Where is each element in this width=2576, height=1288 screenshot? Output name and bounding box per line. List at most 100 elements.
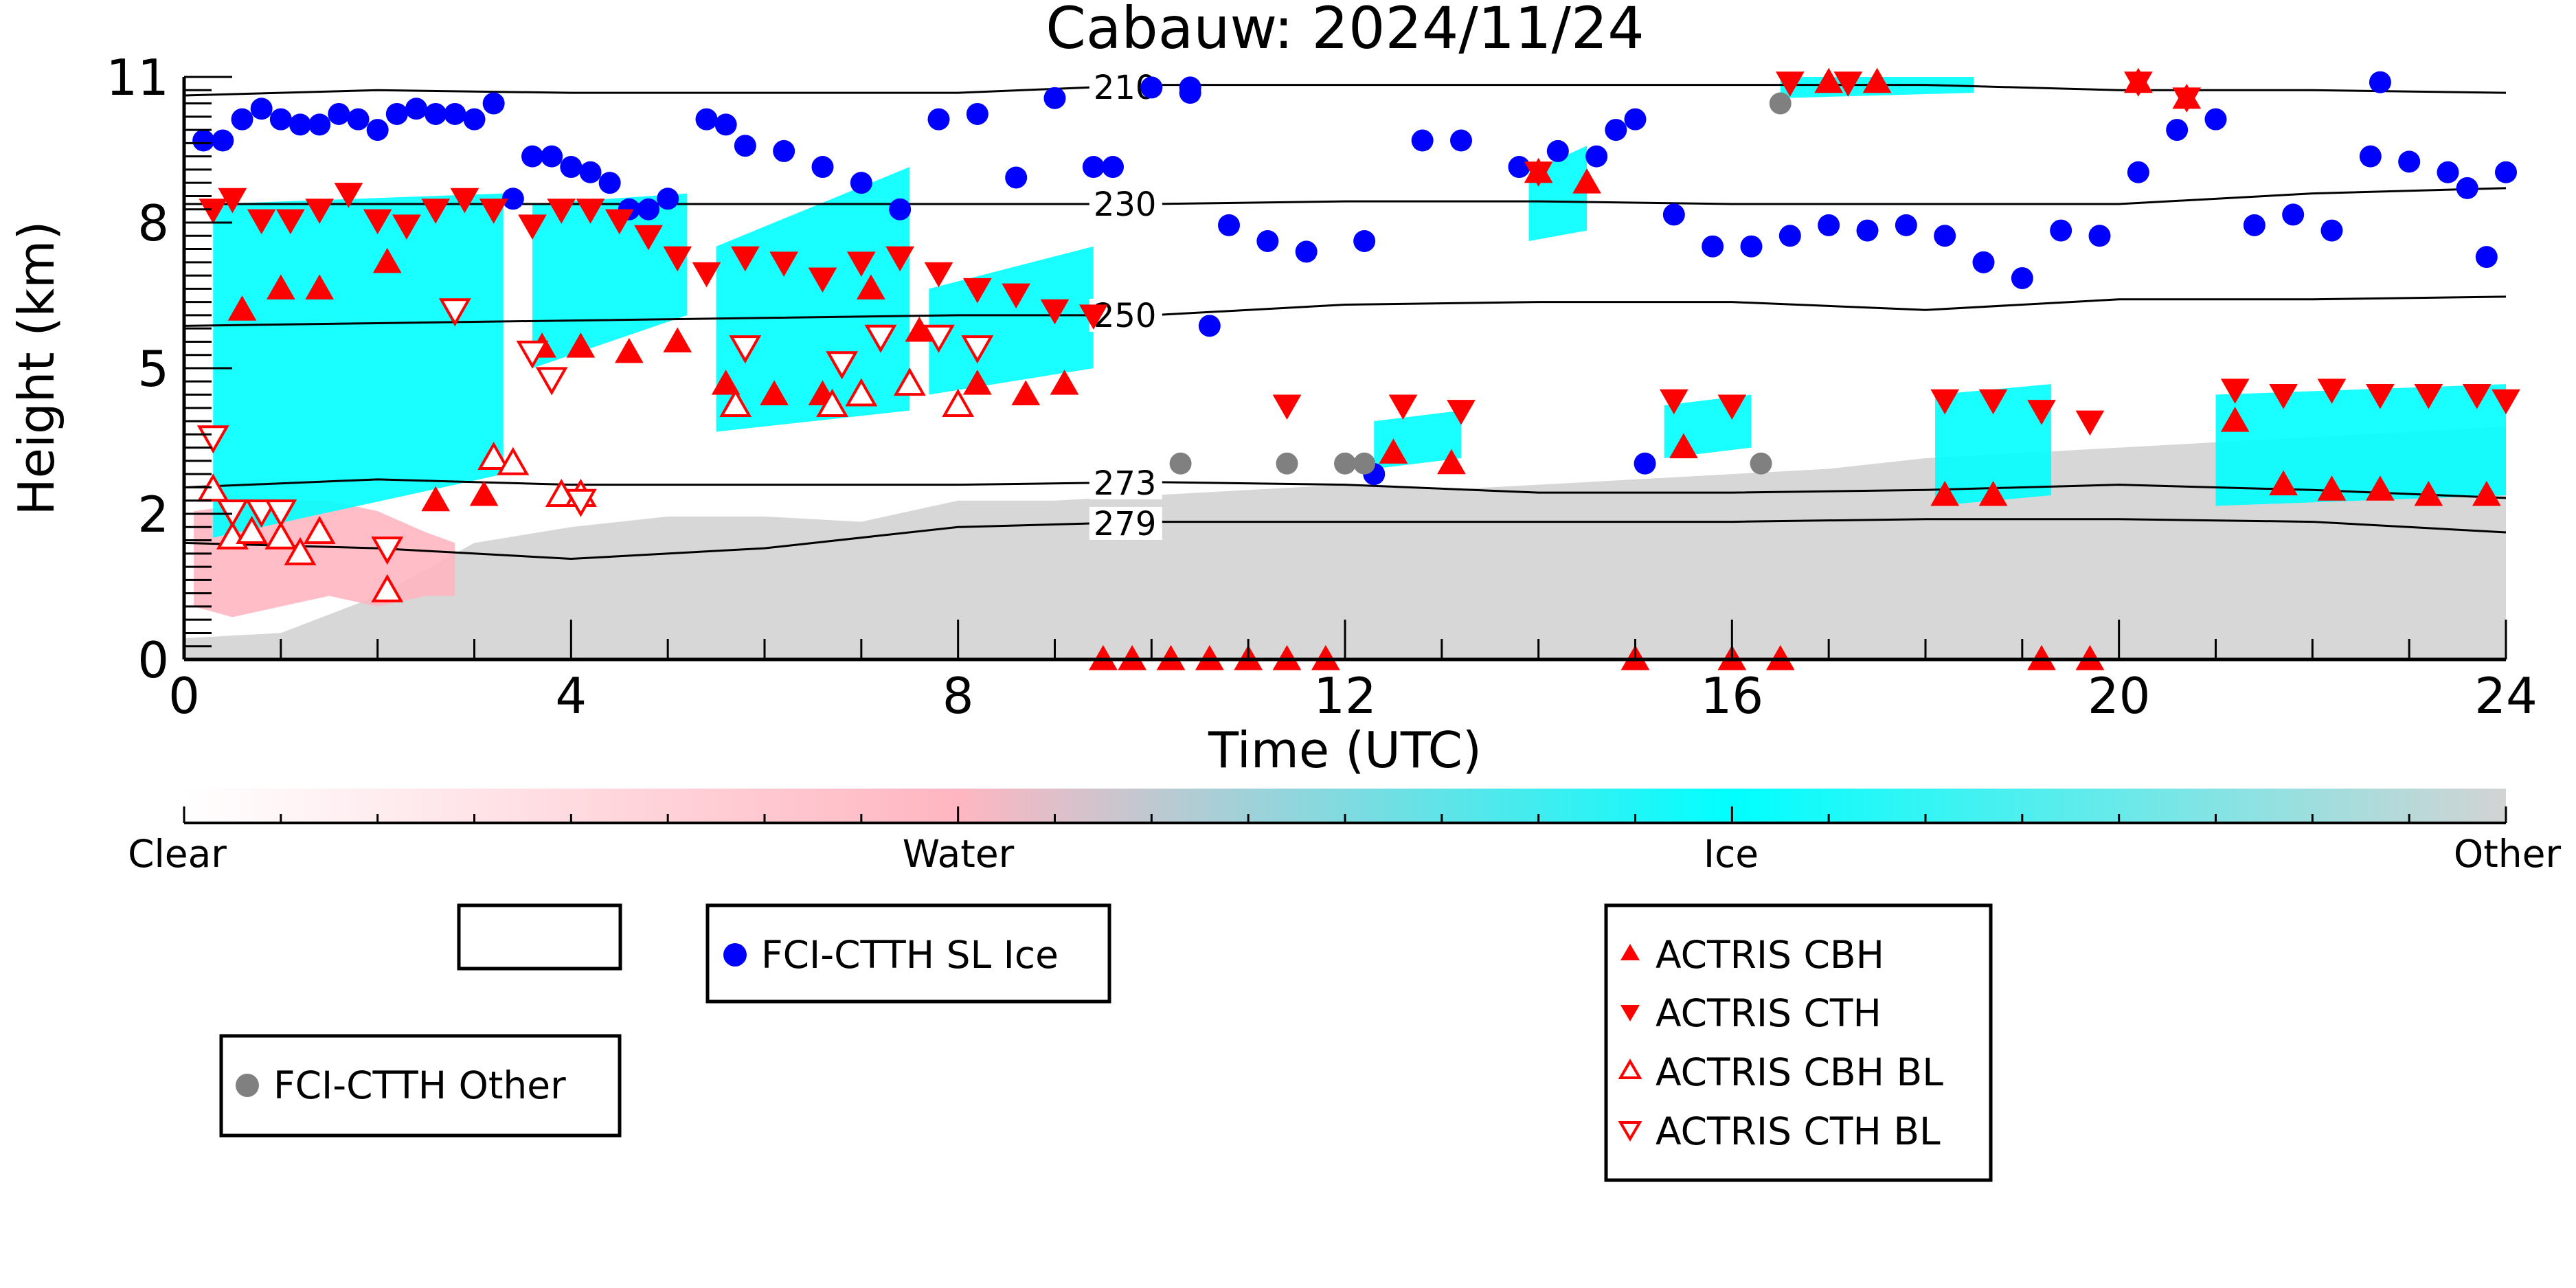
legend-cbh-marker xyxy=(1620,944,1640,960)
marker-fci-ctth-sl-ice-55 xyxy=(1818,214,1840,236)
marker-fci-ctth-sl-ice-65 xyxy=(2204,108,2227,131)
marker-actris-cbh-34 xyxy=(1862,67,1892,93)
marker-fci-ctth-sl-ice-extra-0 xyxy=(1179,82,1201,104)
x-tick-label-8: 8 xyxy=(942,667,974,725)
marker-fci-ctth-sl-ice-66 xyxy=(2243,214,2266,236)
marker-fci-ctth-sl-ice-59 xyxy=(1972,251,1995,273)
marker-fci-ctth-sl-ice-23 xyxy=(637,198,659,221)
marker-actris-cth-6 xyxy=(363,209,392,235)
legend-cth-bl-marker xyxy=(1618,1121,1642,1142)
marker-actris-cth-bl-5 xyxy=(438,298,471,327)
marker-fci-ctth-sl-ice-50 xyxy=(1624,108,1647,131)
marker-fci-ctth-other-4 xyxy=(1750,452,1772,475)
marker-actris-cbh-bl-13 xyxy=(845,378,878,407)
region-ice-0 xyxy=(213,193,504,538)
marker-actris-cbh-0 xyxy=(227,295,257,321)
marker-fci-ctth-sl-ice-43 xyxy=(1353,229,1376,252)
marker-fci-ctth-sl-ice-70 xyxy=(2398,150,2421,173)
data-markers xyxy=(192,67,2520,670)
marker-actris-cth-39 xyxy=(2075,410,2105,436)
marker-actris-cth-bl-4 xyxy=(371,536,404,565)
marker-actris-cbh-13 xyxy=(857,274,885,300)
marker-fci-ctth-sl-ice-64 xyxy=(2166,119,2189,142)
marker-actris-cbh-bl-2 xyxy=(236,515,269,544)
marker-actris-cth-35 xyxy=(1833,71,1863,97)
marker-actris-cth-36 xyxy=(1930,389,1960,415)
marker-actris-cbh-33 xyxy=(1814,67,1844,93)
marker-actris-cth-40 xyxy=(2123,71,2153,97)
plot-background xyxy=(184,77,2506,659)
isotherm-label-bg-230 xyxy=(1089,188,1162,221)
marker-actris-cbh-1 xyxy=(266,274,295,300)
marker-actris-cbh-11 xyxy=(760,380,789,406)
x-tick-label-4: 4 xyxy=(555,667,587,725)
marker-fci-ctth-sl-ice-17 xyxy=(521,145,543,168)
isotherm-label-bg-273 xyxy=(1089,466,1162,499)
marker-fci-ctth-sl-ice-69 xyxy=(2359,145,2382,168)
isotherm-210 xyxy=(183,84,2507,97)
legend-fci-ice-marker xyxy=(723,943,747,967)
marker-actris-cth-0 xyxy=(199,199,228,224)
legend-actris: ACTRIS CBH ACTRIS CTH ACTRIS CBH BL ACTR… xyxy=(1604,903,1993,1182)
y-tick-label-11: 11 xyxy=(106,49,169,106)
marker-fci-ctth-sl-ice-57 xyxy=(1895,214,1917,236)
marker-fci-ctth-sl-ice-45 xyxy=(1450,129,1472,152)
marker-actris-cth-2 xyxy=(247,209,276,235)
marker-fci-ctth-sl-ice-27 xyxy=(734,135,756,157)
marker-fci-ctth-sl-ice-3 xyxy=(250,98,273,120)
region-ice-1 xyxy=(532,193,688,368)
marker-actris-cbh-10 xyxy=(711,370,741,395)
marker-fci-ctth-sl-ice-32 xyxy=(927,108,950,131)
marker-fci-ctth-sl-ice-73 xyxy=(2475,246,2498,269)
marker-fci-ctth-sl-ice-68 xyxy=(2320,219,2343,242)
y-tick-label-5: 5 xyxy=(137,340,169,398)
marker-fci-ctth-other-0 xyxy=(1169,452,1192,475)
marker-actris-cth-bl-8 xyxy=(564,488,597,517)
marker-actris-cbh-7 xyxy=(566,332,596,358)
marker-actris-cth-4 xyxy=(305,199,335,224)
marker-actris-cbh-45 xyxy=(2414,481,2443,506)
marker-actris-cth-22 xyxy=(885,246,915,272)
marker-actris-cth-32 xyxy=(1659,389,1688,415)
marker-fci-ctth-sl-ice-44 xyxy=(1411,129,1434,152)
marker-actris-cbh-bl-14 xyxy=(893,368,926,396)
marker-actris-cth-41 xyxy=(2172,87,2202,113)
marker-actris-cth-bl-3 xyxy=(264,499,297,528)
marker-fci-ctth-sl-ice-28 xyxy=(773,139,795,162)
marker-actris-cth-16 xyxy=(663,246,692,272)
marker-fci-ctth-sl-ice-extra-3 xyxy=(1634,452,1656,475)
marker-fci-ctth-sl-ice-11 xyxy=(405,98,427,120)
x-tick-label-24: 24 xyxy=(2474,667,2538,725)
legend-empty-box xyxy=(457,903,622,971)
marker-fci-ctth-sl-ice-41 xyxy=(1256,229,1279,252)
marker-fci-ctth-other-1 xyxy=(1276,452,1298,475)
marker-fci-ctth-sl-ice-16 xyxy=(501,188,524,210)
marker-fci-ctth-sl-ice-34 xyxy=(1005,166,1028,189)
marker-fci-ctth-sl-ice-49 xyxy=(1605,119,1627,142)
marker-fci-ctth-sl-ice-26 xyxy=(714,113,737,136)
isotherm-label-bg-279 xyxy=(1089,506,1162,540)
isotherm-label-273: 273 xyxy=(1094,464,1157,503)
isotherm-label-230: 230 xyxy=(1094,185,1157,224)
x-tick-label-20: 20 xyxy=(2088,667,2151,725)
legend-fci-other-box xyxy=(219,1034,622,1138)
marker-actris-cth-29 xyxy=(1388,394,1418,420)
marker-fci-ctth-sl-ice-18 xyxy=(541,145,563,168)
region-ice-7 xyxy=(1935,384,2052,506)
marker-actris-cth-1 xyxy=(218,188,247,214)
marker-fci-ctth-sl-ice-7 xyxy=(328,102,350,125)
marker-actris-cth-9 xyxy=(450,188,479,214)
colorbar-label-water: Water xyxy=(903,832,1015,876)
marker-actris-cth-10 xyxy=(479,199,508,224)
marker-fci-ctth-sl-ice-10 xyxy=(385,102,408,125)
marker-actris-cbh-36 xyxy=(1978,481,2008,506)
marker-actris-cth-bl-9 xyxy=(729,335,762,364)
marker-actris-cbh-15 xyxy=(962,370,992,395)
isotherm-label-279: 279 xyxy=(1094,505,1157,543)
colorbar-ticks xyxy=(183,806,2507,823)
marker-fci-ctth-sl-ice-36 xyxy=(1082,156,1105,179)
marker-fci-ctth-sl-ice-38 xyxy=(1140,76,1163,99)
marker-actris-cbh-bl-11 xyxy=(719,388,752,417)
marker-actris-cth-bl-7 xyxy=(535,367,568,396)
